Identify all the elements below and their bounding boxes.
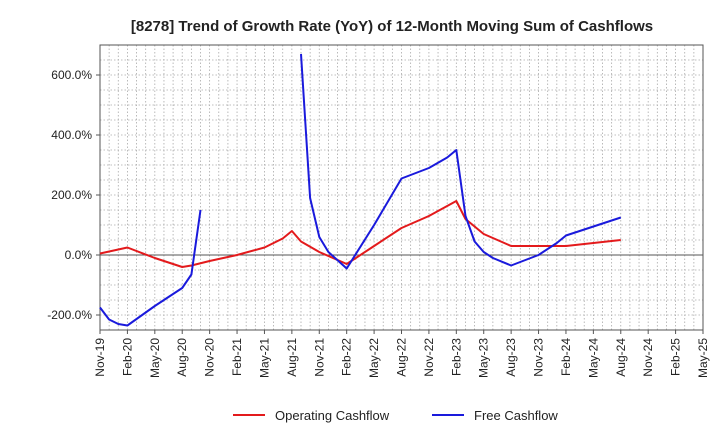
x-tick-label: Aug-22 (395, 338, 409, 377)
legend-label: Operating Cashflow (275, 408, 390, 423)
y-tick-label: 200.0% (51, 188, 92, 202)
x-tick-label: Feb-22 (340, 338, 354, 376)
x-tick-label: May-22 (367, 338, 381, 378)
x-tick-label: Nov-19 (93, 338, 107, 377)
x-tick-label: May-21 (257, 338, 271, 378)
x-tick-label: Nov-22 (422, 338, 436, 377)
x-tick-label: Aug-20 (175, 338, 189, 377)
x-tick-label: May-24 (586, 338, 600, 378)
y-tick-label: 400.0% (51, 128, 92, 142)
x-tick-label: May-25 (696, 338, 710, 378)
series-line-free-cashflow (300, 53, 622, 270)
y-tick-label: 600.0% (51, 68, 92, 82)
x-tick-label: Nov-23 (532, 338, 546, 377)
series-line-free-cashflow (99, 209, 202, 327)
chart-title: [8278] Trend of Growth Rate (YoY) of 12-… (131, 18, 653, 35)
series-line-operating-cashflow (99, 200, 621, 268)
x-tick-label: May-20 (148, 338, 162, 378)
legend: Operating Cashflow Free Cashflow (233, 408, 558, 423)
x-tick-label: May-23 (477, 338, 491, 378)
y-tick-label: -200.0% (47, 308, 92, 322)
x-tick-label: Nov-21 (312, 338, 326, 377)
x-tick-label: Feb-25 (669, 338, 683, 376)
x-tick-label: Feb-20 (120, 338, 134, 376)
x-tick-label: Feb-23 (449, 338, 463, 376)
x-tick-label: Feb-24 (559, 338, 573, 376)
y-tick-label: 0.0% (65, 248, 93, 262)
plot-background (100, 45, 703, 330)
legend-label: Free Cashflow (474, 408, 558, 423)
x-tick-label: Aug-23 (504, 338, 518, 377)
plot-area: 600.0% 400.0% 200.0% 0.0% -200.0% Nov-19 Feb-2… (47, 44, 710, 378)
x-tick-label: Nov-24 (641, 338, 655, 377)
x-tick-label: Aug-21 (285, 338, 299, 377)
x-tick-label: Feb-21 (230, 338, 244, 376)
x-tick-label: Nov-20 (203, 338, 217, 377)
x-tick-label: Aug-24 (614, 338, 628, 377)
